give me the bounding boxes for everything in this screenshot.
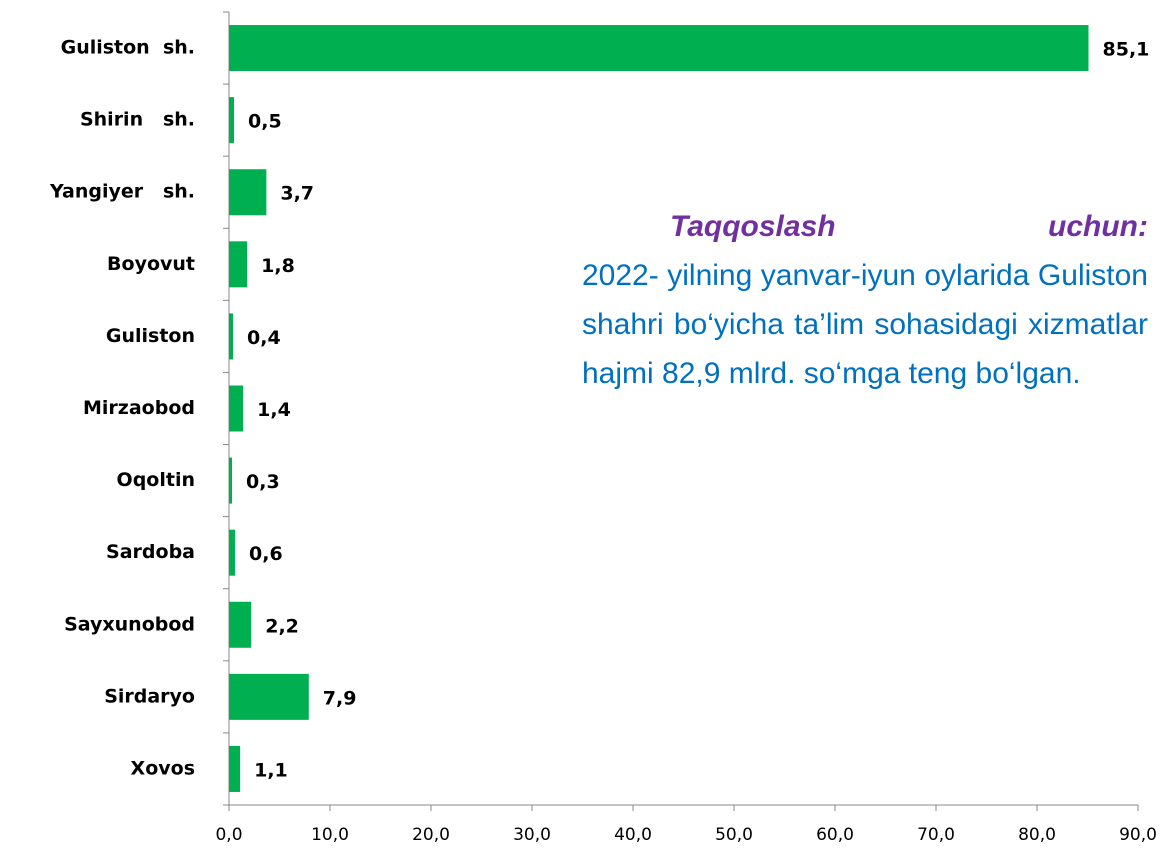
x-tick-label: 50,0 — [715, 825, 753, 845]
x-tick-label: 70,0 — [917, 825, 955, 845]
y-tick-label: Sirdaryo — [104, 685, 195, 707]
y-tick-label: Sayxunobod — [64, 613, 195, 635]
value-label: 7,9 — [323, 687, 357, 709]
value-label: 1,4 — [257, 399, 291, 421]
annotation-title: Taqqoslash uchun: — [670, 210, 1148, 243]
y-tick-label: Yangiyer sh. — [49, 181, 195, 203]
bar — [229, 745, 241, 792]
x-tick-label: 60,0 — [816, 825, 854, 845]
bar — [229, 169, 267, 216]
bar — [229, 25, 1089, 72]
bar — [229, 385, 244, 432]
value-label: 0,4 — [247, 327, 281, 349]
y-tick-label: Guliston — [106, 325, 195, 347]
y-tick-label: Sardoba — [106, 541, 195, 563]
value-label: 1,1 — [254, 759, 288, 781]
value-label: 0,5 — [248, 111, 282, 133]
bar — [229, 241, 248, 288]
y-tick-label: Guliston sh. — [61, 37, 195, 59]
bar — [229, 529, 236, 576]
x-tick-label: 80,0 — [1018, 825, 1056, 845]
x-tick-label: 90,0 — [1119, 825, 1157, 845]
value-label: 3,7 — [280, 183, 314, 205]
y-tick-label: Mirzaobod — [83, 397, 195, 419]
bar — [229, 457, 233, 504]
y-tick-label: Boyovut — [107, 253, 195, 275]
bar — [229, 601, 252, 648]
annotation-text: 2022- yilning yanvar-iyun oylarida Gulis… — [582, 259, 1148, 390]
value-label: 85,1 — [1103, 39, 1150, 61]
y-tick-label: Xovos — [131, 757, 195, 779]
value-label: 0,6 — [249, 543, 283, 565]
x-tick-label: 0,0 — [215, 825, 242, 845]
value-label: 1,8 — [261, 255, 295, 277]
value-label: 2,2 — [265, 615, 299, 637]
bar — [229, 673, 309, 720]
bar — [229, 97, 235, 144]
x-tick-label: 40,0 — [614, 825, 652, 845]
y-tick-label: Shirin sh. — [80, 109, 195, 131]
annotation: Taqqoslash uchun: 2022- yilning yanvar-i… — [582, 202, 1148, 398]
value-label: 0,3 — [246, 471, 280, 493]
y-tick-label: Oqoltin — [117, 469, 195, 491]
x-tick-label: 20,0 — [412, 825, 450, 845]
x-tick-label: 30,0 — [513, 825, 551, 845]
x-tick-label: 10,0 — [311, 825, 349, 845]
bar — [229, 313, 234, 360]
